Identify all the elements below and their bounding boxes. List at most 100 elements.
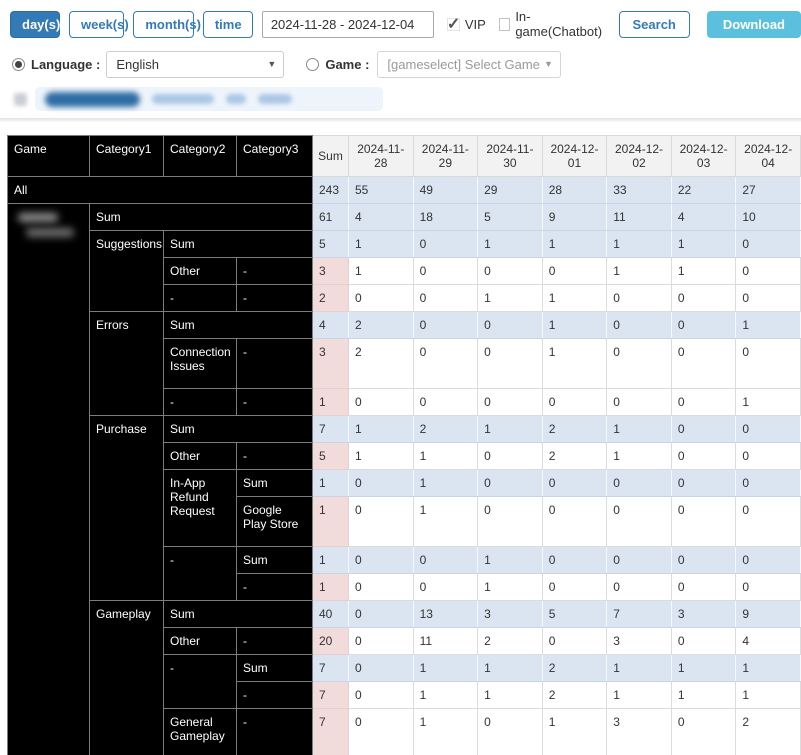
value-cell: 0 <box>735 230 801 258</box>
column-header-sum: Sum <box>312 135 349 177</box>
report-table: Game Category1 Category2 Category3 Sum 2024-1… <box>7 135 801 755</box>
vip-checkbox-box[interactable] <box>446 14 460 34</box>
language-label: Language : <box>31 57 101 72</box>
category-cell: Sum <box>163 311 313 339</box>
value-cell: 1 <box>606 442 672 470</box>
category-cell: Other <box>163 442 237 470</box>
category-cell: - <box>236 442 313 470</box>
value-cell: 0 <box>735 496 801 547</box>
all-row-value-cell: 49 <box>412 176 479 204</box>
value-cell: 0 <box>477 708 543 755</box>
game-label: Game : <box>325 57 370 72</box>
value-cell: 1 <box>541 230 608 258</box>
value-cell: 7 <box>606 600 672 628</box>
category-cell: Suggestions <box>89 230 164 312</box>
value-cell: 1 <box>606 257 672 285</box>
value-cell: 5 <box>541 600 608 628</box>
value-cell: 0 <box>670 338 737 389</box>
value-cell: 0 <box>735 415 801 443</box>
category-cell: - <box>236 284 313 312</box>
value-cell: 1 <box>670 654 737 682</box>
category-cell: Other <box>163 257 237 285</box>
category-cell: Errors <box>89 311 164 416</box>
all-row-label: All <box>7 176 313 204</box>
category-cell: - <box>236 388 313 416</box>
row-sum-cell: 1 <box>312 496 349 547</box>
value-cell: 0 <box>541 496 608 547</box>
value-cell: 0 <box>606 573 672 601</box>
row-sum-cell: 61 <box>312 203 349 231</box>
category-cell: Purchase <box>89 415 164 601</box>
value-cell: 9 <box>541 203 608 231</box>
category-cell: - <box>236 708 313 755</box>
language-radio[interactable] <box>12 58 25 71</box>
value-cell: 0 <box>541 257 608 285</box>
redacted-link[interactable] <box>152 94 214 104</box>
category-cell: Sum <box>236 546 313 574</box>
game-radio[interactable] <box>306 58 320 71</box>
category-cell: Gameplay <box>89 600 164 755</box>
value-cell: 0 <box>477 442 543 470</box>
value-cell: 0 <box>735 284 801 312</box>
table-row: Purchase Sum 7 1 2 1 2 1 0 0 <box>8 415 801 601</box>
category-cell: - <box>163 284 237 312</box>
download-button[interactable]: Download <box>706 10 801 38</box>
redacted-link[interactable] <box>258 94 292 104</box>
value-cell: 0 <box>606 546 672 574</box>
date-range-input[interactable] <box>261 10 434 38</box>
value-cell: 0 <box>412 230 479 258</box>
value-cell: 2 <box>541 681 608 709</box>
period-button-weeks[interactable]: week(s) <box>69 10 129 38</box>
column-header-game: Game <box>7 135 90 177</box>
table-row: Connection Issues -3 2 0 0 1 0 0 0 <box>8 338 801 389</box>
language-select[interactable]: English ▼ <box>106 51 285 78</box>
value-cell: 0 <box>348 284 414 312</box>
redacted-link[interactable] <box>226 94 246 104</box>
value-cell: 3 <box>606 708 672 755</box>
value-cell: 1 <box>606 415 672 443</box>
value-cell: 0 <box>670 573 737 601</box>
row-sum-cell: 1 <box>312 388 349 416</box>
column-header-category2: Category2 <box>163 135 237 177</box>
value-cell: 1 <box>541 338 608 389</box>
value-cell: 0 <box>670 284 737 312</box>
vip-checkbox[interactable]: VIP <box>446 14 486 34</box>
value-cell: 0 <box>606 388 672 416</box>
value-cell: 13 <box>412 600 479 628</box>
value-cell: 1 <box>348 257 414 285</box>
search-button[interactable]: Search <box>618 10 690 38</box>
row-sum-cell: 3 <box>312 338 349 389</box>
row-sum-cell: 2 <box>312 284 349 312</box>
ingame-chatbot-checkbox-box[interactable] <box>498 17 511 31</box>
value-cell: 0 <box>670 546 737 574</box>
value-cell: 1 <box>670 230 737 258</box>
value-cell: 1 <box>412 708 479 755</box>
value-cell: 0 <box>735 573 801 601</box>
value-cell: 1 <box>541 284 608 312</box>
row-sum-cell: 1 <box>312 469 349 497</box>
chevron-down-icon: ▼ <box>267 59 277 69</box>
value-cell: 0 <box>412 573 479 601</box>
value-cell: 1 <box>606 230 672 258</box>
value-cell: 1 <box>477 654 543 682</box>
value-cell: 0 <box>348 546 414 574</box>
period-button-months[interactable]: month(s) <box>133 10 201 38</box>
row-sum-cell: 4 <box>312 311 349 339</box>
ingame-chatbot-checkbox[interactable]: In-game(Chatbot) <box>498 9 604 39</box>
value-cell: 0 <box>606 496 672 547</box>
table-row: In-App Refund Request Sum 1 0 1 0 0 0 0 0 <box>8 469 801 547</box>
value-cell: 0 <box>670 415 737 443</box>
value-cell: 2 <box>412 415 479 443</box>
table-row: Sum 61 4 18 5 9 11 4 10 <box>7 203 801 755</box>
value-cell: 1 <box>412 469 479 497</box>
game-select[interactable]: [gameselect] Select Game ▼ <box>377 51 561 78</box>
period-button-time[interactable]: time <box>202 10 253 38</box>
period-button-days[interactable]: day(s) <box>10 10 60 38</box>
value-cell: 1 <box>412 654 479 682</box>
column-header-category1: Category1 <box>89 135 164 177</box>
redacted-primary-button[interactable] <box>45 91 140 107</box>
value-cell: 0 <box>348 600 414 628</box>
value-cell: 0 <box>670 311 737 339</box>
ingame-chatbot-checkbox-label: In-game(Chatbot) <box>515 9 603 39</box>
